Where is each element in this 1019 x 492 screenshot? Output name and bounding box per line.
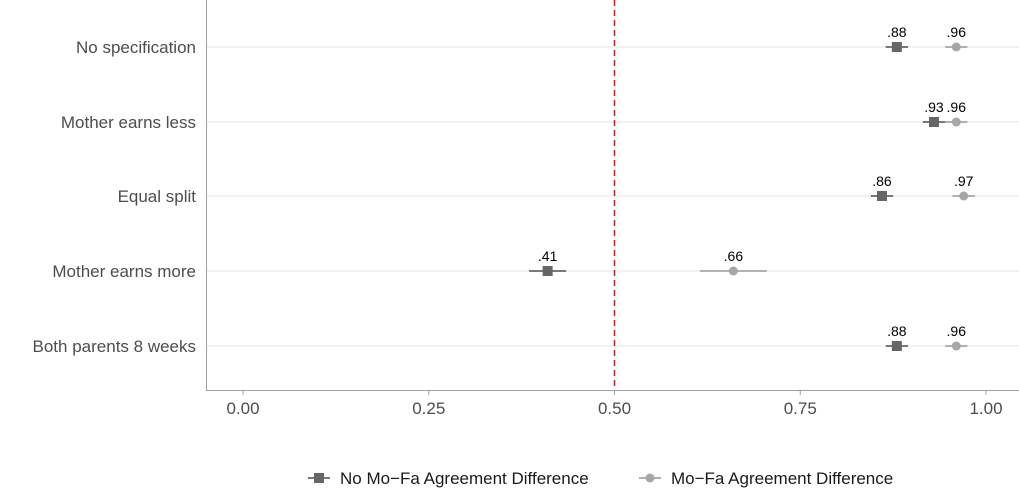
- data-label: .86: [872, 173, 892, 189]
- legend: No Mo−Fa Agreement Difference Mo−Fa Agree…: [308, 469, 893, 488]
- gridlines: [206, 46, 1019, 347]
- data-label: .88: [887, 323, 907, 339]
- legend-key-circle: [645, 473, 655, 483]
- data-label: .97: [954, 173, 974, 189]
- data-label: .93: [924, 99, 944, 115]
- data-point-square: [928, 117, 939, 127]
- data-point-circle: [951, 117, 961, 127]
- data-point-square: [891, 341, 902, 351]
- category-label: Mother earns more: [52, 262, 196, 281]
- data-point-circle: [951, 42, 961, 52]
- data-point-circle: [728, 266, 738, 276]
- legend-key-square: [314, 473, 324, 483]
- category-label: No specification: [76, 38, 196, 57]
- x-tick-label: 0.25: [412, 399, 445, 418]
- data-point-square: [876, 191, 887, 201]
- category-label: Equal split: [118, 187, 197, 206]
- x-tick-label: 1.00: [969, 399, 1002, 418]
- data-label: .96: [947, 99, 967, 115]
- data-point-square: [891, 42, 902, 52]
- x-tick-label: 0.50: [598, 399, 631, 418]
- data-label: .41: [538, 248, 558, 264]
- data-point-square: [542, 266, 553, 276]
- x-tick-label: 0.75: [784, 399, 817, 418]
- data-label: .88: [887, 24, 907, 40]
- legend-label: No Mo−Fa Agreement Difference: [340, 469, 589, 488]
- data-marks: .88 .93 .86 .41 .88 .96 .96 .97 .66 .96: [529, 0, 975, 390]
- category-label: Both parents 8 weeks: [33, 337, 196, 356]
- data-label: .66: [724, 248, 744, 264]
- x-tick-label: 0.00: [226, 399, 259, 418]
- data-point-circle: [951, 341, 961, 351]
- legend-label: Mo−Fa Agreement Difference: [671, 469, 893, 488]
- data-label: .96: [947, 24, 967, 40]
- axes: No specification Mother earns less Equal s…: [33, 0, 1019, 418]
- data-point-circle: [959, 191, 969, 201]
- category-label: Mother earns less: [61, 113, 196, 132]
- data-label: .96: [947, 323, 967, 339]
